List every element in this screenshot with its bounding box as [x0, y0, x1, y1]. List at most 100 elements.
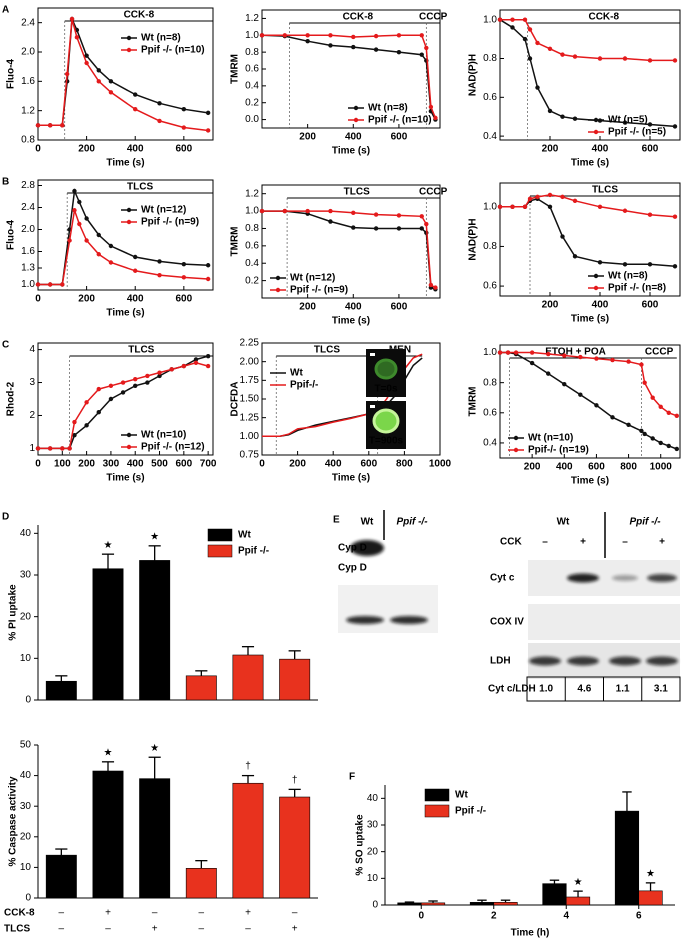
blot-membrane: [528, 604, 680, 640]
legend-marker: [126, 47, 132, 53]
y-tick-label: 0.4: [483, 438, 497, 449]
data-point: [672, 264, 678, 269]
y-tick-label: 1.75: [240, 375, 260, 386]
y-tick-label: 0.8: [483, 241, 497, 252]
plot-frame: [261, 184, 441, 299]
data-point: [560, 52, 565, 57]
significance-marker: ★: [104, 747, 113, 758]
bar: [185, 868, 217, 899]
x-tick-label: 700: [200, 459, 217, 470]
data-point: [67, 238, 72, 243]
data-point: [77, 221, 82, 227]
x-tick-label: 2: [491, 911, 497, 922]
x-axis-label: Time (s): [332, 473, 370, 484]
y-tick-label: 0.8: [245, 223, 259, 234]
legend-label: Wt (n=5): [608, 115, 648, 126]
x-tick-label: 200: [542, 300, 559, 311]
y-tick-label: 1.2: [245, 13, 259, 24]
x-tick-label: 400: [127, 294, 144, 305]
series-line: [262, 210, 436, 291]
x-tick-label: 1000: [429, 459, 452, 470]
condition-value: +: [105, 908, 111, 919]
bar: [614, 810, 640, 906]
y-tick-label: 0.8: [483, 377, 497, 388]
legend-label: Ppif -/- (n=10): [141, 45, 205, 56]
column-header: Wt: [361, 517, 374, 528]
plot-frame: [37, 7, 214, 141]
data-point: [535, 194, 540, 200]
data-point: [650, 436, 655, 441]
legend-label: Wt (n=10): [141, 430, 186, 441]
series-line: [499, 19, 676, 128]
plot-frame: [499, 182, 681, 297]
y-tick-label: 1.0: [483, 347, 497, 358]
data-point: [672, 124, 678, 129]
y-tick-label: 2.25: [240, 338, 260, 349]
legend-marker: [593, 129, 599, 135]
data-point: [205, 363, 211, 369]
data-point: [205, 353, 211, 359]
blot-band: [350, 540, 384, 556]
y-tick-label: 1.2: [21, 105, 35, 116]
data-point: [658, 404, 663, 409]
legend-label: Wt (n=8): [141, 33, 181, 44]
x-tick-label: 400: [592, 144, 609, 155]
data-point: [497, 204, 503, 209]
data-point: [647, 122, 653, 127]
y-axis-label: DCFDA: [230, 382, 241, 417]
data-point: [64, 71, 70, 77]
x-tick-label: 4: [563, 911, 569, 922]
data-point: [74, 35, 80, 40]
data-point: [546, 371, 551, 376]
row-label: Cyp D: [338, 543, 367, 554]
legend-marker: [593, 273, 599, 279]
data-point: [120, 380, 126, 385]
y-tick-label: 0.8: [245, 47, 259, 58]
legend-marker: [513, 435, 519, 441]
data-point: [205, 276, 211, 282]
x-tick-label: 200: [78, 144, 95, 155]
annotation-label: TLCS: [314, 345, 340, 356]
data-point: [529, 350, 535, 355]
data-point: [642, 380, 647, 385]
annotation-label: CCK-8: [588, 12, 619, 23]
y-tick-label: 2.4: [21, 17, 35, 28]
data-point: [108, 243, 114, 249]
data-point: [428, 282, 434, 288]
condition-label: CCK-8: [4, 908, 35, 919]
data-point: [205, 128, 211, 133]
legend-label: Ppif -/- (n=10): [368, 115, 432, 126]
annotation-label: CCCP: [419, 12, 448, 23]
y-axis-label: Rhod-2: [6, 381, 17, 416]
ratio-value: 1.0: [539, 684, 553, 695]
x-axis-label: Time (s): [571, 476, 609, 487]
y-tick-label: 2: [29, 410, 35, 421]
data-point: [428, 104, 434, 110]
panel-label: D: [2, 512, 9, 523]
data-point: [259, 208, 265, 214]
y-tick-label: 40: [20, 770, 32, 781]
y-tick-label: 0: [372, 900, 378, 911]
data-point: [305, 38, 310, 44]
bar: [279, 658, 311, 701]
condition-value: –: [292, 908, 298, 919]
bar: [542, 883, 567, 906]
condition-value: +: [292, 924, 298, 935]
y-tick-label: 10: [367, 873, 379, 884]
y-tick-label: 1.0: [21, 279, 35, 290]
bar: [420, 902, 446, 906]
y-tick-label: 0.2: [245, 97, 259, 108]
legend-label: Ppif -/- (n=12): [141, 442, 205, 453]
data-point: [133, 254, 138, 260]
data-point: [535, 85, 540, 90]
legend-label: Wt (n=8): [368, 103, 408, 114]
data-point: [96, 68, 101, 73]
treatment-label: CCK: [500, 537, 522, 548]
legend-swatch: [207, 528, 233, 542]
bar: [469, 902, 495, 906]
y-tick-label: 1.0: [245, 206, 259, 217]
data-point: [610, 357, 615, 363]
blot-band: [646, 656, 678, 666]
x-tick-label: 400: [345, 132, 362, 143]
y-tick-label: 10: [20, 653, 32, 664]
